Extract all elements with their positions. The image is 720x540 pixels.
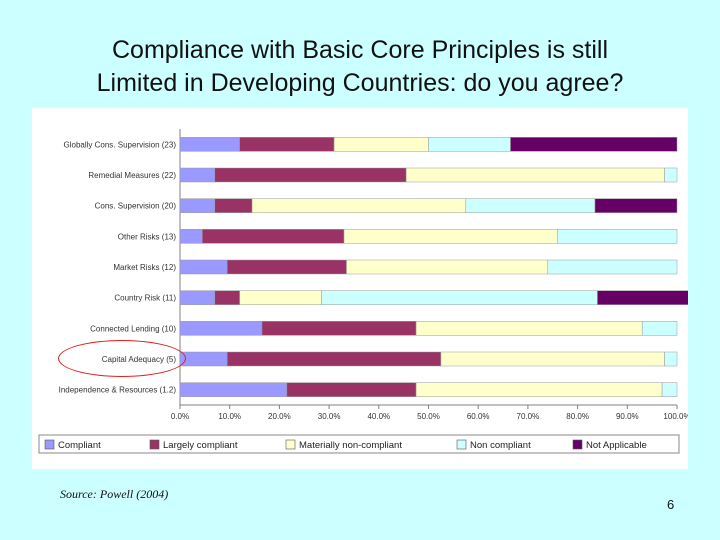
bar-segment bbox=[346, 259, 549, 275]
bar-segment bbox=[286, 382, 417, 397]
bar-segment bbox=[405, 167, 665, 183]
bar-segment bbox=[179, 167, 216, 183]
bar-segment bbox=[641, 321, 678, 336]
legend-swatch bbox=[572, 439, 583, 450]
chart-panel: 0.0% 10.0% 20.0% 30.0% 40.0% 50.0% 60.0% 70.0% 8… bbox=[32, 108, 688, 469]
bar-segment bbox=[179, 290, 216, 305]
category-label: Capital Adequacy (5) bbox=[102, 355, 177, 364]
bar-segment bbox=[557, 229, 678, 244]
bar-segment bbox=[179, 229, 203, 244]
bar-segment bbox=[261, 321, 417, 336]
bar-segment bbox=[226, 259, 347, 275]
bar-segment bbox=[214, 198, 253, 213]
page-number: 6 bbox=[667, 497, 675, 512]
slide-title-line-1: Compliance with Basic Core Principles is… bbox=[112, 36, 608, 64]
bar-segment bbox=[179, 321, 263, 336]
bar-segment bbox=[465, 198, 596, 213]
x-tick-label: 60.0% bbox=[467, 412, 490, 421]
x-tick-label: 70.0% bbox=[517, 412, 540, 421]
bar-segment bbox=[343, 229, 558, 244]
x-tick-label: 50.0% bbox=[417, 412, 440, 421]
category-label: Other Risks (13) bbox=[118, 232, 177, 241]
slide-title: Compliance with Basic Core Principles is… bbox=[0, 34, 720, 100]
bar-segment bbox=[226, 351, 442, 367]
x-tick-label: 80.0% bbox=[566, 412, 589, 421]
source-note: Source: Powell (2004) bbox=[60, 487, 169, 501]
bar-segment bbox=[661, 382, 678, 397]
bar-segment bbox=[179, 351, 228, 367]
category-label: Market Risks (12) bbox=[113, 263, 176, 272]
bar-segment bbox=[594, 198, 678, 213]
bar-segment bbox=[547, 259, 678, 275]
bar-segment bbox=[664, 351, 678, 367]
bar-segment bbox=[251, 198, 467, 213]
legend-label: Not Applicable bbox=[586, 440, 647, 451]
bar-segment bbox=[597, 290, 688, 305]
x-tick-label: 100.0% bbox=[663, 412, 688, 421]
bar-segment bbox=[428, 137, 511, 152]
bar-segment bbox=[239, 137, 335, 152]
x-tick-label: 30.0% bbox=[318, 412, 341, 421]
legend-label: Non compliant bbox=[470, 440, 531, 451]
legend-label: Materially non-compliant bbox=[299, 440, 402, 451]
bar-segment bbox=[664, 167, 678, 183]
slide-title-line-2: Limited in Developing Countries: do you … bbox=[96, 69, 624, 97]
category-label: Connected Lending (10) bbox=[90, 324, 176, 333]
x-tick-label: 40.0% bbox=[367, 412, 390, 421]
bar-segment bbox=[179, 382, 288, 397]
x-tick-label: 20.0% bbox=[268, 412, 291, 421]
category-label: Cons. Supervision (20) bbox=[95, 202, 177, 211]
bar-segment bbox=[415, 382, 663, 397]
bar-segment bbox=[214, 167, 407, 183]
legend-box bbox=[38, 434, 680, 454]
bar-segment bbox=[179, 259, 228, 275]
bar-segment bbox=[333, 137, 429, 152]
bar-segment bbox=[202, 229, 345, 244]
legend-label: Compliant bbox=[58, 440, 101, 451]
bar-segment bbox=[179, 137, 240, 152]
legend-label: Largely compliant bbox=[163, 440, 238, 451]
bar-segment bbox=[415, 321, 643, 336]
legend-swatch bbox=[149, 439, 160, 450]
bar-segment bbox=[179, 198, 216, 213]
bar-segment bbox=[510, 137, 678, 152]
bar-segment bbox=[321, 290, 598, 305]
legend-swatch bbox=[285, 439, 296, 450]
bar-segment bbox=[440, 351, 665, 367]
category-label: Globally Cons. Supervision (23) bbox=[64, 140, 177, 149]
stacked-bar-chart: 0.0% 10.0% 20.0% 30.0% 40.0% 50.0% 60.0% 70.0% 8… bbox=[38, 129, 688, 454]
category-label: Country Risk (11) bbox=[114, 294, 176, 303]
category-label: Remedial Measures (22) bbox=[88, 171, 176, 180]
x-tick-label: 10.0% bbox=[218, 412, 241, 421]
bar-segment bbox=[214, 290, 240, 305]
category-label: Independence & Resources (1.2) bbox=[59, 386, 177, 395]
legend-swatch bbox=[44, 439, 55, 450]
legend-swatch bbox=[456, 439, 467, 450]
x-tick-label: 90.0% bbox=[616, 412, 639, 421]
bar-segment bbox=[239, 290, 322, 305]
x-tick-label: 0.0% bbox=[171, 412, 189, 421]
